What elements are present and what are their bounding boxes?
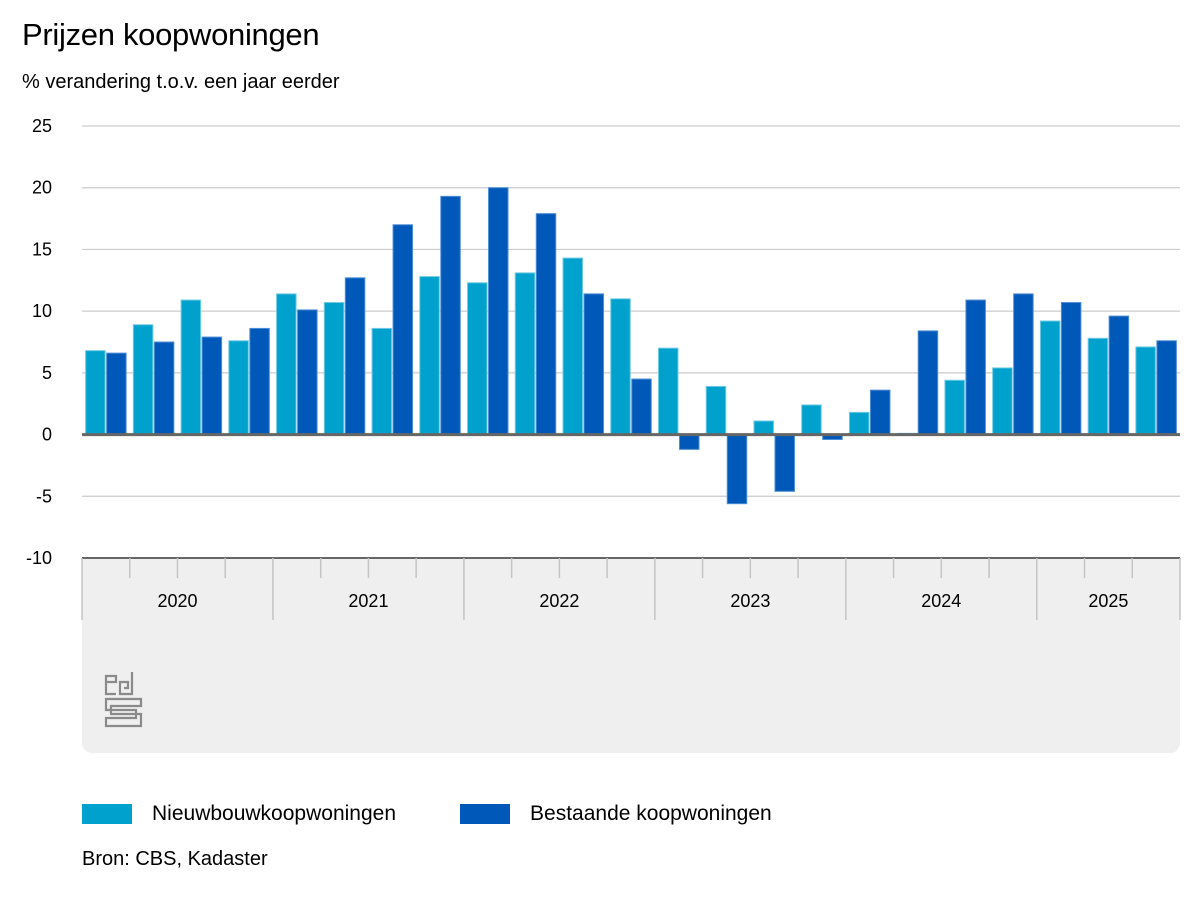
bar-nieuwbouw: [514, 272, 536, 436]
legend: Nieuwbouwkoopwoningen Bestaande koopwoni…: [82, 800, 836, 828]
bar-bestaand: [440, 195, 461, 436]
y-tick-label: 20: [32, 178, 52, 198]
bar-bestaand: [917, 330, 939, 436]
bar-nieuwbouw: [132, 324, 154, 436]
bar-chart: 25 20 15 10 5 0 -5 -10 2020 2021 2022 2023 2024 2025: [26, 116, 1181, 753]
y-tick-label: -10: [26, 548, 52, 568]
bar-bestaand: [1108, 315, 1130, 436]
bar-nieuwbouw: [848, 411, 870, 436]
bar-bestaand: [1013, 293, 1034, 436]
bar-bestaand: [1156, 340, 1177, 436]
bar-nieuwbouw: [610, 298, 631, 436]
bar-bestaand: [249, 327, 270, 436]
chart-title: Prijzen koopwoningen: [22, 17, 320, 52]
x-axis-band-top: [82, 558, 1180, 578]
bar-nieuwbouw: [753, 420, 774, 436]
legend-swatch: [460, 804, 511, 824]
source-note: Bron: CBS, Kadaster: [82, 848, 268, 870]
x-year-label: 2023: [730, 591, 770, 611]
cbs-logo-icon: [104, 672, 143, 728]
bar-bestaand: [726, 434, 748, 505]
y-tick-label: 0: [42, 425, 52, 445]
bar-nieuwbouw: [323, 302, 345, 436]
bar-nieuwbouw: [562, 257, 584, 436]
x-axis-band: [82, 558, 1180, 753]
bar-bestaand: [774, 434, 795, 492]
chart-subtitle: % verandering t.o.v. een jaar eerder: [22, 71, 340, 93]
y-tick-label: -5: [36, 486, 52, 506]
bar-nieuwbouw: [1039, 320, 1061, 436]
x-year-label: 2021: [348, 591, 388, 611]
bar-nieuwbouw: [180, 299, 202, 436]
bar-nieuwbouw: [467, 282, 488, 436]
legend-label: Nieuwbouwkoopwoningen: [152, 802, 397, 825]
bar-nieuwbouw: [992, 367, 1013, 436]
bar-bestaand: [153, 341, 175, 436]
bar-bestaand: [535, 213, 557, 436]
bar-bestaand: [869, 389, 891, 436]
bar-nieuwbouw: [801, 404, 822, 436]
bar-bestaand: [392, 224, 414, 436]
bar-nieuwbouw: [1087, 337, 1109, 436]
x-year-label: 2020: [157, 591, 197, 611]
bar-bestaand: [583, 293, 605, 436]
bar-bestaand: [344, 277, 366, 436]
y-axis-ticks: 25 20 15 10 5 0 -5 -10: [26, 116, 52, 568]
bar-bestaand: [1060, 302, 1082, 436]
bar-nieuwbouw: [228, 340, 249, 436]
bar-bestaand: [965, 299, 986, 436]
legend-item-bestaand: Bestaande koopwoningen: [460, 802, 772, 826]
y-tick-label: 25: [32, 116, 52, 136]
bar-bestaand: [106, 352, 127, 436]
bar-nieuwbouw: [419, 276, 440, 436]
bar-nieuwbouw: [657, 347, 679, 436]
x-axis: 2020 2021 2022 2023 2024 2025: [81, 557, 1181, 620]
y-tick-label: 10: [32, 301, 52, 321]
legend-item-nieuwbouw: Nieuwbouwkoopwoningen: [82, 802, 396, 826]
bar-nieuwbouw: [1135, 346, 1156, 436]
bar-nieuwbouw: [705, 385, 727, 436]
y-tick-label: 15: [32, 239, 52, 259]
legend-swatch: [82, 804, 132, 824]
bar-bestaand: [297, 309, 318, 436]
x-year-label: 2025: [1088, 591, 1128, 611]
bar-bestaand: [678, 434, 700, 450]
x-year-label: 2022: [539, 591, 579, 611]
bar-nieuwbouw: [276, 293, 297, 436]
bar-bestaand: [631, 378, 652, 436]
bar-nieuwbouw: [85, 350, 106, 436]
x-year-label: 2024: [921, 591, 961, 611]
bar-nieuwbouw: [371, 327, 393, 436]
bar-bestaand: [488, 187, 509, 436]
bars: [82, 187, 1180, 505]
legend-label: Bestaande koopwoningen: [530, 802, 772, 825]
bar-nieuwbouw: [944, 379, 965, 436]
bar-bestaand: [201, 336, 223, 436]
y-tick-label: 5: [42, 363, 52, 383]
